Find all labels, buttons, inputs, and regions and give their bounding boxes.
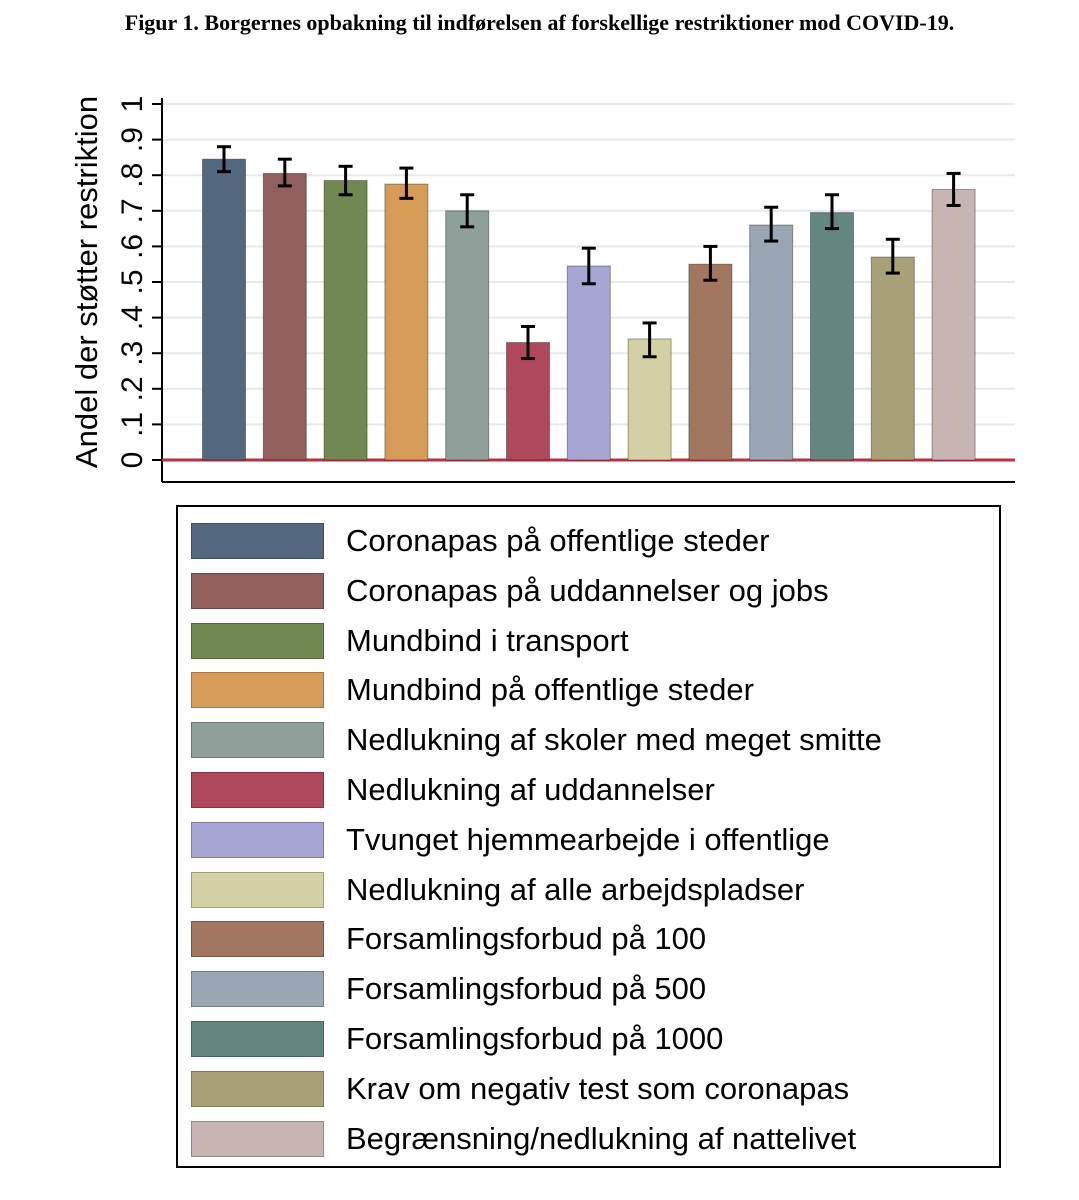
legend-item: Mundbind på offentlige steder	[191, 670, 754, 710]
y-tick-label: .8	[116, 163, 149, 188]
legend-item: Nedlukning af uddannelser	[191, 770, 715, 810]
legend-swatch	[191, 821, 324, 858]
legend-label: Forsamlingsforbud på 1000	[346, 1021, 724, 1056]
bar	[627, 338, 672, 461]
legend-swatch	[191, 523, 324, 559]
legend-label: Nedlukning af skoler med meget smitte	[346, 722, 882, 758]
legend-label: Tvunget hjemmearbejde i offentlige	[346, 821, 830, 857]
y-tick-label: .9	[116, 127, 149, 152]
legend-label: Forsamlingsforbud på 100	[346, 921, 707, 957]
y-tick-label: 1	[116, 96, 149, 113]
bar	[566, 265, 611, 461]
legend-item: Nedlukning af skoler med meget smitte	[191, 720, 882, 760]
bar	[262, 172, 307, 461]
legend-item: Begrænsning/nedlukning af nattelivet	[191, 1119, 856, 1159]
y-tick-label: .6	[116, 234, 149, 259]
legend-swatch	[191, 772, 324, 808]
bar	[749, 224, 794, 461]
bar	[384, 183, 429, 461]
legend-item: Mundbind i transport	[191, 621, 629, 661]
figure-caption: Figur 1. Borgernes opbakning til indføre…	[124, 10, 955, 35]
legend-item: Coronapas på uddannelser og jobs	[191, 571, 829, 611]
y-tick-label: .7	[116, 198, 149, 223]
legend-label: Nedlukning af uddannelser	[346, 772, 715, 807]
legend-swatch	[191, 921, 324, 958]
bar	[688, 263, 733, 461]
bar	[445, 210, 490, 461]
legend-label: Nedlukning af alle arbejdspladser	[346, 871, 805, 907]
legend: Coronapas på offentlige steder Coronapas …	[176, 505, 1001, 1168]
legend-swatch	[191, 1021, 324, 1057]
legend-swatch	[191, 722, 324, 759]
legend-item: Forsamlingsforbud på 100	[191, 919, 706, 959]
y-tick-label: .2	[116, 376, 149, 401]
legend-item: Krav om negativ test som coronapas	[191, 1069, 849, 1109]
legend-label: Krav om negativ test som coronapas	[346, 1070, 850, 1106]
y-tick-label: .3	[116, 341, 149, 366]
bar-chart: 0 .1 .2 .3 .4 .5 .6 .7 .8 .9 1 Andel der støtter r…	[69, 96, 1015, 483]
legend-swatch	[191, 672, 324, 709]
y-tick-label: 0	[116, 452, 149, 469]
bar	[506, 342, 550, 461]
legend-label: Coronapas på uddannelser og jobs	[346, 572, 829, 608]
legend-swatch	[191, 1120, 324, 1157]
legend-label: Mundbind på offentlige steder	[346, 672, 754, 708]
legend-item: Nedlukning af alle arbejdspladser	[191, 870, 804, 910]
y-tick-label: .1	[116, 412, 149, 437]
legend-swatch	[191, 622, 324, 659]
bars	[202, 158, 976, 461]
y-axis-label: Andel der støtter restriktion	[69, 96, 104, 468]
bar	[810, 212, 854, 461]
bar	[931, 188, 976, 461]
y-tick-label: .5	[116, 269, 149, 294]
legend-label: Mundbind i transport	[346, 622, 629, 658]
legend-label: Forsamlingsforbud på 500	[346, 971, 707, 1007]
legend-swatch	[191, 1070, 324, 1107]
legend-swatch	[191, 971, 324, 1008]
legend-swatch	[191, 572, 324, 609]
legend-swatch	[191, 871, 324, 908]
legend-item: Forsamlingsforbud på 500	[191, 969, 706, 1009]
bar	[870, 256, 915, 461]
y-tick-label: .4	[116, 305, 149, 330]
error-bars	[217, 145, 961, 361]
legend-item: Tvunget hjemmearbejde i offentlige	[191, 820, 830, 860]
legend-label: Coronapas på offentlige steder	[346, 523, 770, 558]
legend-item: Coronapas på offentlige steder	[191, 521, 769, 561]
bar	[323, 180, 368, 461]
bar	[202, 158, 246, 461]
legend-label: Begrænsning/nedlukning af nattelivet	[346, 1120, 857, 1156]
legend-item: Forsamlingsforbud på 1000	[191, 1019, 723, 1059]
